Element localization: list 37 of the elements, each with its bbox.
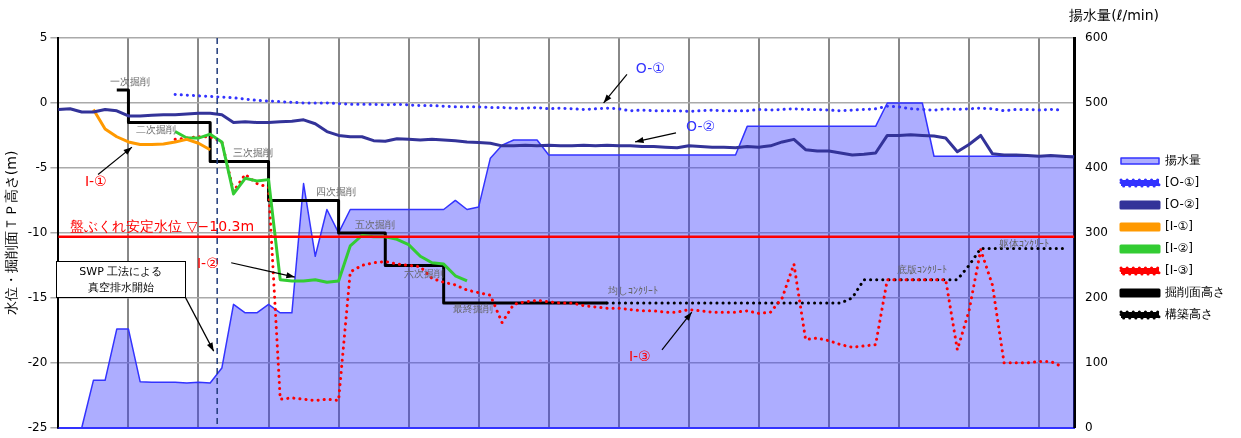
legend-label: 構築高さ xyxy=(1165,307,1213,322)
y2-axis-title: 揚水量(ℓ/min) xyxy=(1069,6,1160,23)
y-tick-label: -20 xyxy=(27,354,48,369)
legend-label: [I-①] xyxy=(1165,219,1193,234)
annotation: 躯体ｺﾝｸﾘｰﾄ xyxy=(999,238,1050,250)
ref-line-label: 盤ぶくれ安定水位 ▽−10.3m xyxy=(70,218,255,235)
annotation: I-① xyxy=(84,172,107,189)
y-tick-label: 5 xyxy=(39,30,48,45)
legend-label: [O-①] xyxy=(1165,175,1200,190)
y2-tick-label: 600 xyxy=(1085,30,1108,45)
annotation: 底版ｺﾝｸﾘｰﾄ xyxy=(897,264,948,276)
annotation: SWP 工法による真空排水開始 xyxy=(78,263,164,296)
legend-label: 揚水量 xyxy=(1165,153,1201,168)
annotation: 二次掘削 xyxy=(136,123,177,135)
y2-tick-label: 300 xyxy=(1085,225,1108,240)
y2-tick-label: 200 xyxy=(1085,289,1108,304)
annotation: 最終掘削 xyxy=(452,303,493,315)
annotation: O-① xyxy=(635,59,665,76)
legend-label: [I-③] xyxy=(1165,263,1193,278)
annotation: 五次掘削 xyxy=(354,218,395,230)
y2-tick-label: 100 xyxy=(1085,354,1108,369)
legend-label: [I-②] xyxy=(1165,241,1193,256)
y2-tick-label: 0 xyxy=(1085,419,1093,434)
y-tick-label: -15 xyxy=(27,289,48,304)
legend-label: [O-②] xyxy=(1165,197,1200,212)
annotation: I-③ xyxy=(628,348,651,365)
y-tick-label: -5 xyxy=(35,160,48,175)
annotation: I-② xyxy=(196,255,219,272)
y-tick-label: -10 xyxy=(27,225,48,240)
annotation: 均しｺﾝｸﾘｰﾄ xyxy=(606,284,658,296)
y-axis-title: 水位・掘削面ＴＰ高さ(m) xyxy=(3,150,20,316)
note-box: SWP 工法による真空排水開始 xyxy=(56,261,186,298)
y-tick-label: 0 xyxy=(39,95,48,110)
y2-tick-label: 500 xyxy=(1085,95,1108,110)
y-tick-label: -25 xyxy=(27,419,48,434)
legend-label: 掘削面高さ xyxy=(1165,285,1225,300)
y2-tick-label: 400 xyxy=(1085,160,1108,175)
